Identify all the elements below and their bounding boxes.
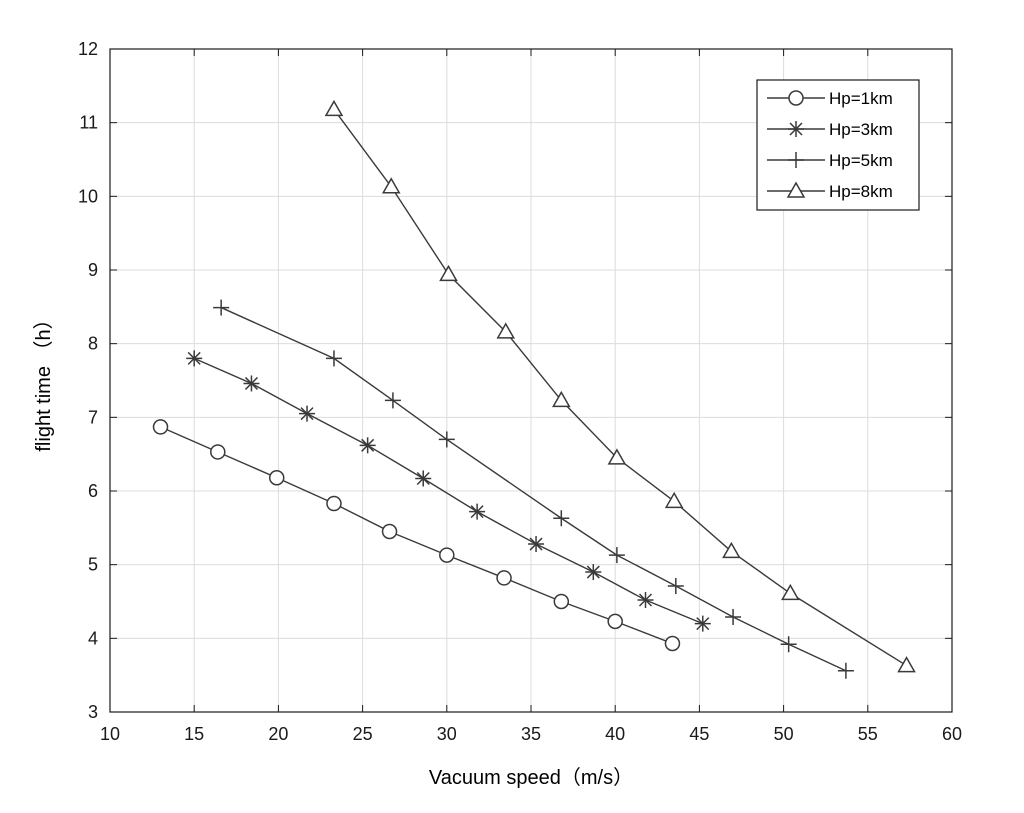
- data-point: [528, 536, 545, 553]
- data-point: [637, 592, 654, 609]
- data-point: [781, 583, 800, 601]
- legend-label: Hp=1km: [829, 89, 893, 108]
- series-layer: [152, 99, 916, 679]
- legend-label: Hp=3km: [829, 120, 893, 139]
- y-tick-label: 8: [88, 334, 98, 354]
- data-point: [186, 350, 203, 367]
- legend-marker: [786, 181, 806, 198]
- data-point: [438, 431, 455, 448]
- series-Hp=1km: [152, 419, 681, 652]
- legend-item: Hp=5km: [767, 151, 893, 170]
- data-point: [299, 405, 316, 422]
- x-axis-title: Vacuum speed（m/s）: [429, 766, 633, 789]
- y-tick-label: 6: [88, 481, 98, 501]
- series-Hp=3km: [186, 350, 711, 632]
- data-point: [384, 392, 401, 409]
- y-axis-title: flight time （h）: [32, 309, 55, 451]
- data-point: [722, 541, 741, 559]
- data-point: [381, 523, 398, 540]
- x-tick-label: 55: [858, 724, 878, 744]
- data-point: [152, 419, 169, 435]
- series-line: [333, 108, 907, 667]
- x-tick-label: 35: [521, 724, 541, 744]
- data-point: [324, 99, 344, 117]
- data-point: [553, 510, 570, 527]
- data-point: [837, 662, 854, 679]
- legend-item: Hp=1km: [767, 89, 893, 108]
- data-point: [667, 578, 684, 595]
- data-point: [552, 390, 571, 408]
- y-tick-label: 9: [88, 260, 98, 280]
- x-tick-label: 50: [774, 724, 794, 744]
- x-tick-label: 30: [437, 724, 457, 744]
- x-tick-label: 10: [100, 724, 120, 744]
- x-tick-label: 60: [942, 724, 962, 744]
- legend-box: [756, 79, 920, 211]
- y-tick-label: 3: [88, 702, 98, 722]
- x-tick-label: 25: [353, 724, 373, 744]
- data-point: [897, 656, 916, 673]
- data-point: [496, 570, 512, 586]
- data-point: [607, 613, 623, 630]
- data-point: [664, 491, 684, 509]
- y-tick-label: 11: [79, 113, 98, 133]
- data-point: [359, 437, 376, 454]
- data-point: [326, 495, 342, 512]
- data-point: [725, 608, 742, 625]
- x-tick-label: 20: [268, 724, 288, 744]
- data-point: [496, 322, 516, 339]
- legend-marker: [788, 90, 804, 106]
- data-point: [469, 503, 486, 520]
- data-point: [664, 635, 681, 652]
- data-point: [243, 375, 260, 392]
- data-point: [210, 444, 226, 460]
- grid: [110, 49, 952, 712]
- data-point: [608, 547, 625, 564]
- legend-marker: [788, 152, 804, 168]
- x-tick-label: 45: [689, 724, 709, 744]
- legend: Hp=1km Hp=3km Hp=5km Hp=8km: [756, 79, 920, 211]
- series-Hp=5km: [213, 299, 854, 679]
- y-tick-label: 10: [78, 186, 98, 206]
- data-point: [325, 350, 342, 367]
- data-point: [694, 615, 711, 632]
- legend-item: Hp=8km: [767, 181, 893, 201]
- x-tick-label: 15: [184, 724, 204, 744]
- data-point: [780, 636, 797, 653]
- data-point: [553, 593, 570, 610]
- y-tick-label: 4: [88, 628, 98, 648]
- y-tick-label: 5: [88, 555, 98, 575]
- legend-marker: [788, 121, 804, 137]
- data-point: [439, 264, 458, 282]
- legend-item: Hp=3km: [767, 120, 893, 139]
- x-tick-label: 40: [605, 724, 625, 744]
- data-point: [585, 564, 602, 581]
- series-line: [160, 426, 673, 645]
- y-tick-label: 7: [88, 407, 98, 427]
- series-line: [220, 306, 847, 672]
- series-line: [193, 357, 704, 625]
- data-point: [607, 448, 627, 465]
- data-point: [415, 470, 432, 487]
- y-tick-label: 12: [78, 39, 98, 59]
- data-point: [268, 469, 285, 486]
- data-point: [381, 177, 401, 194]
- series-Hp=8km: [324, 99, 916, 673]
- data-point: [213, 299, 230, 316]
- legend-label: Hp=5km: [829, 151, 893, 170]
- data-point: [439, 547, 455, 563]
- legend-label: Hp=8km: [829, 182, 893, 201]
